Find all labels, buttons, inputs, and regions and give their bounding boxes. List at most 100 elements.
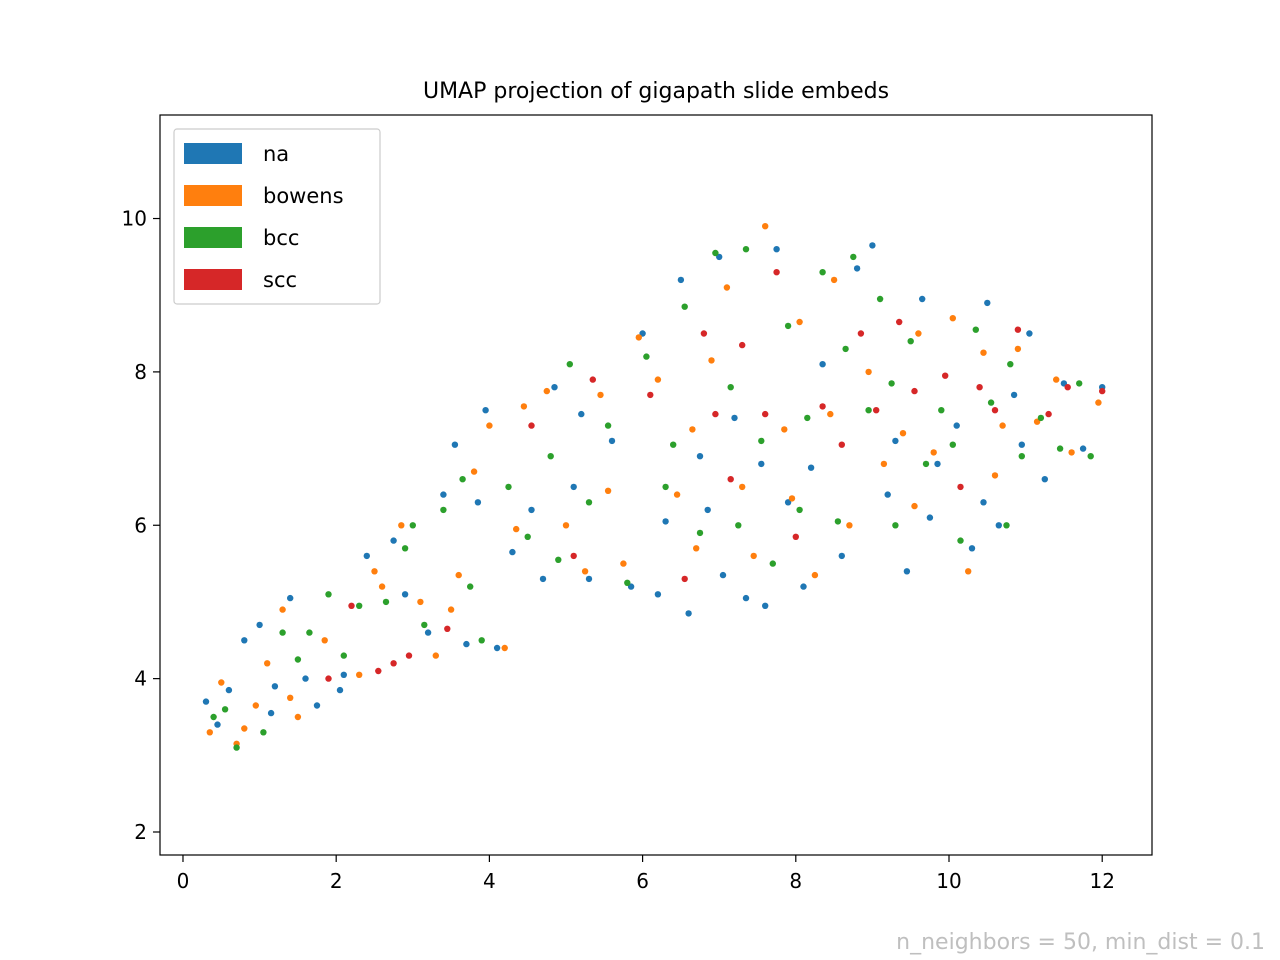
point-bowens-16	[501, 644, 508, 652]
point-bcc-6	[340, 652, 347, 659]
point-na-38	[838, 552, 845, 560]
point-bcc-33	[850, 253, 857, 261]
point-bcc-53	[735, 522, 742, 529]
point-bowens-52	[513, 525, 520, 533]
legend-label-bowens[interactable]: bowens	[263, 184, 344, 208]
point-bcc-31	[819, 269, 826, 276]
point-bowens-42	[949, 315, 956, 322]
point-bowens-30	[750, 552, 757, 560]
point-na-33	[762, 602, 769, 609]
point-na-40	[869, 242, 876, 249]
point-bowens-4	[264, 660, 271, 667]
point-bcc-46	[1056, 445, 1064, 452]
point-na-35	[784, 499, 792, 506]
point-bcc-19	[624, 579, 631, 586]
point-bcc-57	[949, 441, 956, 448]
point-na-63	[892, 437, 899, 445]
point-bowens-11	[417, 598, 424, 606]
point-na-65	[980, 499, 987, 506]
point-scc-29	[727, 476, 734, 483]
point-na-14	[451, 441, 459, 448]
point-na-20	[551, 384, 558, 391]
point-bcc-20	[643, 353, 650, 360]
point-bcc-24	[712, 249, 719, 257]
point-bowens-54	[689, 426, 696, 433]
point-bcc-8	[401, 545, 409, 552]
point-bowens-36	[846, 522, 853, 529]
point-scc-17	[857, 330, 865, 337]
point-bowens-32	[781, 426, 788, 433]
point-bowens-59	[241, 725, 248, 732]
point-bcc-59	[221, 706, 229, 713]
legend-swatch-na	[184, 143, 242, 164]
point-scc-0	[325, 675, 332, 682]
point-bowens-40	[915, 330, 922, 337]
x-axis: 0 2 4 6 8 10 12	[177, 855, 1115, 893]
point-bowens-58	[991, 472, 999, 479]
point-na-67	[340, 671, 347, 678]
point-scc-1	[348, 602, 355, 609]
point-na-55	[474, 499, 482, 506]
point-na-46	[968, 545, 976, 552]
point-na-47	[984, 299, 991, 307]
point-na-7	[302, 675, 309, 682]
point-scc-4	[405, 652, 413, 659]
point-bcc-13	[505, 483, 512, 491]
point-na-43	[919, 295, 926, 303]
point-na-19	[528, 506, 535, 514]
point-bowens-29	[739, 483, 746, 491]
point-na-41	[884, 491, 891, 498]
point-bowens-48	[1053, 376, 1060, 383]
point-bowens-6	[294, 713, 302, 721]
point-na-32	[742, 594, 750, 602]
point-bowens-49	[1068, 449, 1075, 456]
point-bcc-30	[804, 414, 811, 422]
point-na-48	[995, 522, 1002, 529]
point-bcc-32	[834, 518, 842, 525]
point-na-9	[336, 686, 344, 694]
point-bcc-7	[382, 598, 390, 606]
y-tick-label: 10	[122, 207, 147, 231]
chart-title: UMAP projection of gigapath slide embeds	[423, 79, 889, 104]
point-bowens-26	[693, 545, 700, 552]
point-na-10	[363, 552, 370, 560]
legend-label-scc[interactable]: scc	[263, 268, 297, 292]
point-bowens-23	[635, 334, 642, 341]
legend-label-na[interactable]: na	[263, 142, 289, 166]
point-na-0	[202, 698, 210, 705]
point-bcc-60	[306, 629, 313, 636]
point-scc-11	[712, 410, 719, 418]
x-tick-label: 8	[789, 869, 802, 893]
point-bcc-55	[842, 345, 849, 353]
point-scc-6	[528, 422, 535, 429]
point-scc-2	[375, 667, 382, 675]
point-bowens-19	[562, 522, 570, 529]
point-bcc-4	[294, 656, 302, 663]
point-scc-3	[390, 660, 397, 667]
point-scc-21	[957, 483, 964, 491]
point-bowens-21	[597, 391, 604, 399]
point-na-15	[463, 640, 470, 648]
point-na-17	[493, 644, 501, 652]
point-na-60	[719, 571, 727, 579]
point-na-59	[696, 453, 704, 460]
point-scc-13	[762, 410, 769, 418]
point-na-3	[241, 637, 248, 644]
point-bowens-0	[206, 729, 213, 736]
point-scc-7	[570, 552, 577, 560]
point-bcc-35	[876, 295, 884, 303]
point-scc-8	[589, 376, 596, 383]
legend[interactable]: na bowens bcc scc	[173, 128, 381, 305]
point-na-28	[685, 610, 692, 617]
point-bowens-51	[447, 606, 455, 613]
legend-label-bcc[interactable]: bcc	[263, 226, 299, 250]
point-scc-15	[792, 533, 799, 540]
legend-swatch-scc	[184, 269, 242, 290]
point-na-1	[214, 721, 221, 728]
point-bcc-42	[987, 399, 995, 406]
point-na-37	[819, 361, 826, 368]
point-na-18	[509, 548, 516, 556]
legend-box	[173, 128, 381, 305]
legend-swatch-bowens	[184, 185, 242, 206]
point-na-16	[482, 407, 489, 414]
